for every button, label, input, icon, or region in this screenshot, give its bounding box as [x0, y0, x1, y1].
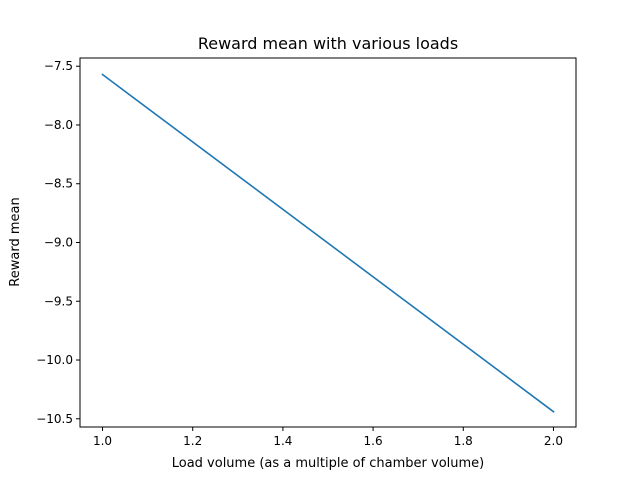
x-tick-label: 1.8 [454, 434, 473, 448]
y-tick-label: −10.5 [36, 412, 73, 426]
y-tick-label: −10.0 [36, 353, 73, 367]
x-tick-label: 1.4 [273, 434, 292, 448]
y-axis-label: Reward mean [8, 197, 23, 286]
y-tick-label: −8.0 [44, 118, 73, 132]
x-axis-label: Load volume (as a multiple of chamber vo… [172, 456, 485, 471]
plot-area-frame [79, 57, 577, 428]
y-tick-label: −9.5 [44, 294, 73, 308]
x-tick-label: 1.2 [183, 434, 202, 448]
y-tick-label: −7.5 [44, 59, 73, 73]
x-tick-label: 2.0 [544, 434, 563, 448]
y-tick-label: −9.0 [44, 236, 73, 250]
x-tick-label: 1.6 [364, 434, 383, 448]
series-layer [101, 73, 555, 413]
series-line [101, 73, 555, 413]
chart-title: Reward mean with various loads [198, 34, 458, 53]
ticks-layer: 1.0 1.2 1.4 1.6 1.8 2.0 −7.5 −8.0 −8.5 −9.0 −9.5 −1… [36, 59, 563, 448]
x-tick-label: 1.0 [93, 434, 112, 448]
y-tick-label: −8.5 [44, 177, 73, 191]
